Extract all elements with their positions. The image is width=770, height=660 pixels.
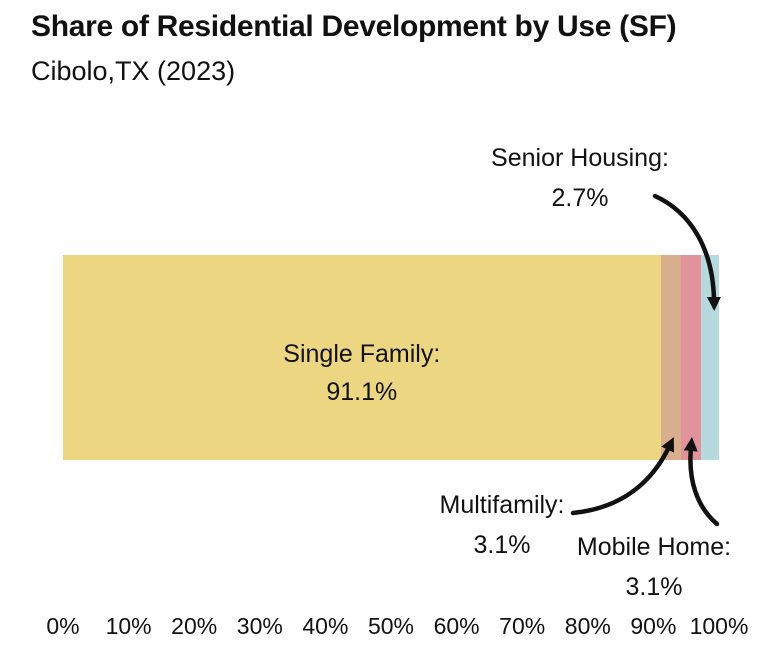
callout-senior-housing: Senior Housing: 2.7% bbox=[491, 138, 669, 218]
bar-segment-multifamily bbox=[660, 255, 681, 460]
x-tick-label: 70% bbox=[499, 613, 546, 639]
x-tick-label: 20% bbox=[171, 613, 218, 639]
x-tick-label: 10% bbox=[105, 613, 152, 639]
callout-senior-housing-label: Senior Housing: bbox=[491, 144, 669, 172]
x-tick-label: 60% bbox=[433, 613, 480, 639]
x-tick-label: 90% bbox=[630, 613, 677, 639]
bar-segment-senior-housing bbox=[701, 255, 719, 460]
callout-mobile-home-label: Mobile Home: bbox=[576, 533, 732, 561]
bar-label-single-family: Single Family: 91.1% bbox=[283, 339, 441, 406]
bar-segment-mobile-home bbox=[680, 255, 702, 460]
x-tick-label: 40% bbox=[302, 613, 349, 639]
callout-multifamily-value: 3.1% bbox=[473, 531, 531, 559]
chart-subtitle: Cibolo,TX (2023) bbox=[31, 56, 236, 86]
x-axis: 0% 10% 20% 30% 40% 50% 60% 70% 80% 90% 100% bbox=[46, 613, 748, 643]
x-tick-label: 0% bbox=[46, 613, 80, 639]
chart-title: Share of Residential Development by Use … bbox=[31, 10, 677, 43]
x-tick-label: 100% bbox=[689, 613, 749, 639]
callout-multifamily: Multifamily: 3.1% bbox=[439, 485, 564, 565]
x-tick-label: 30% bbox=[236, 613, 283, 639]
callout-mobile-home: Mobile Home: 3.1% bbox=[577, 527, 731, 607]
x-tick-label: 80% bbox=[564, 613, 611, 639]
callout-mobile-home-value: 3.1% bbox=[625, 573, 683, 601]
x-tick-label: 50% bbox=[367, 613, 415, 639]
callout-multifamily-label: Multifamily: bbox=[439, 491, 565, 519]
callout-senior-housing-value: 2.7% bbox=[551, 184, 609, 212]
bar-segment-single-family: Single Family: 91.1% bbox=[63, 255, 661, 460]
stacked-bar: Single Family: 91.1% bbox=[63, 255, 719, 460]
